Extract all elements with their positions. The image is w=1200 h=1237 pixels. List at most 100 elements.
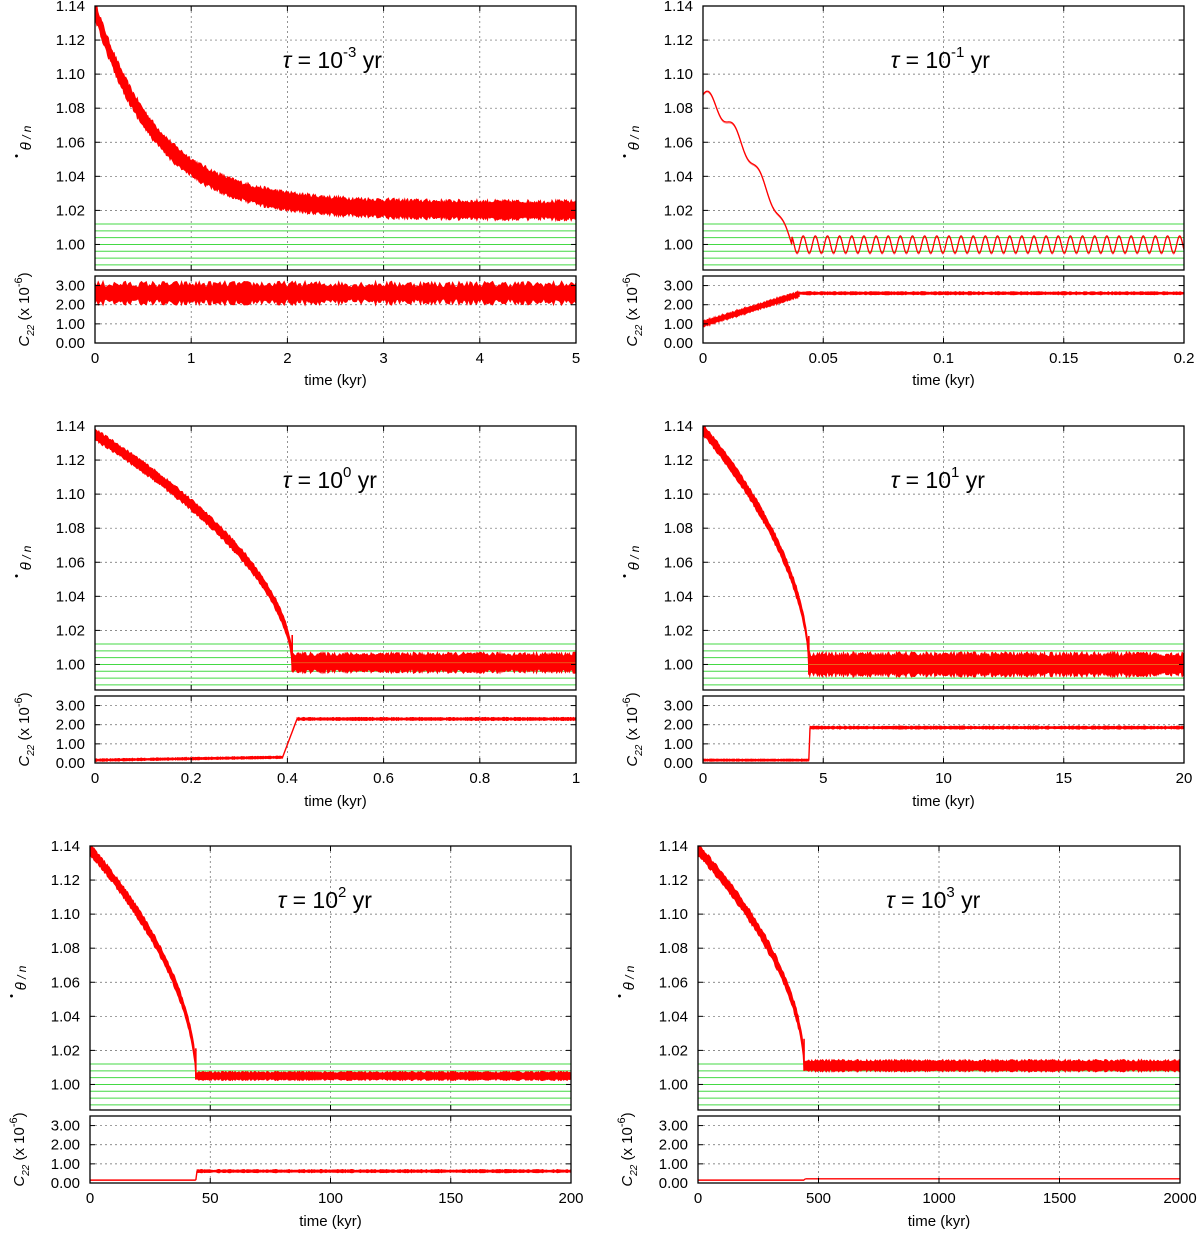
top-y-tick-label: 1.10 bbox=[664, 486, 693, 503]
theta-dot-mark: • bbox=[619, 154, 631, 158]
x-tick-label: 10 bbox=[935, 770, 952, 787]
top-y-tick-label: 1.00 bbox=[56, 656, 85, 673]
c22-band bbox=[809, 725, 1184, 730]
c22-line bbox=[803, 1178, 806, 1181]
bottom-y-tick-label: 2.00 bbox=[51, 1137, 80, 1154]
bottom-y-axis-title: C22 (x 10-6) bbox=[621, 272, 645, 346]
top-y-tick-label: 1.08 bbox=[664, 520, 693, 537]
top-y-tick-label: 1.02 bbox=[659, 1042, 688, 1059]
top-y-tick-label: 1.06 bbox=[664, 134, 693, 151]
tau-annotation: τ = 102 yr bbox=[278, 884, 373, 913]
x-tick-label: 0 bbox=[91, 350, 99, 367]
x-tick-label: 1 bbox=[187, 350, 195, 367]
spin-rate-band bbox=[95, 427, 576, 675]
green-reference-lines bbox=[90, 1063, 571, 1106]
x-tick-label: 50 bbox=[202, 1190, 219, 1207]
x-tick-label: 0.6 bbox=[373, 770, 394, 787]
bottom-y-tick-label: 2.00 bbox=[659, 1137, 688, 1154]
top-y-tick-label: 1.14 bbox=[659, 838, 688, 855]
green-reference-lines bbox=[95, 223, 576, 266]
top-y-tick-label: 1.00 bbox=[664, 236, 693, 253]
top-y-tick-label: 1.08 bbox=[56, 100, 85, 117]
top-y-tick-label: 1.04 bbox=[659, 1008, 688, 1025]
top-y-tick-label: 1.04 bbox=[51, 1008, 80, 1025]
bottom-y-tick-label: 3.00 bbox=[659, 1118, 688, 1135]
bottom-y-axis-title: C22 (x 10-6) bbox=[13, 272, 37, 346]
x-tick-label: 0 bbox=[86, 1190, 94, 1207]
x-axis-title: time (kyr) bbox=[912, 372, 975, 389]
x-axis-title: time (kyr) bbox=[912, 793, 975, 810]
x-axis-title: time (kyr) bbox=[299, 1213, 362, 1230]
c22-series bbox=[698, 1178, 1180, 1181]
top-plot-frame bbox=[94, 5, 577, 271]
x-tick-label: 0.2 bbox=[181, 770, 202, 787]
x-tick-label: 0.1 bbox=[933, 350, 954, 367]
bottom-y-tick-label: 2.00 bbox=[56, 717, 85, 734]
spin-rate-series bbox=[698, 846, 1180, 1073]
chart-panel-3: 0 0.2 0.4 0.6 0.8 1 1.00 1.02 1.04 1.06 1.08 1.10 1.… bbox=[11, 418, 580, 810]
spin-rate-series bbox=[90, 846, 571, 1082]
x-tick-label: 20 bbox=[1176, 770, 1193, 787]
c22-band bbox=[798, 291, 1184, 296]
top-y-tick-label: 1.02 bbox=[664, 202, 693, 219]
x-axis-title: time (kyr) bbox=[304, 793, 367, 810]
tau-annotation: τ = 10-1 yr bbox=[891, 44, 991, 73]
green-reference-lines bbox=[703, 223, 1184, 266]
bottom-y-axis-title: C22 (x 10-6) bbox=[13, 692, 37, 766]
c22-band bbox=[703, 289, 800, 328]
bottom-y-tick-label: 1.00 bbox=[56, 736, 85, 753]
theta-dot-mark: • bbox=[11, 154, 23, 158]
bottom-y-tick-label: 3.00 bbox=[664, 698, 693, 715]
bottom-y-tick-label: 1.00 bbox=[51, 1156, 80, 1173]
x-axis-title: time (kyr) bbox=[908, 1213, 971, 1230]
top-y-tick-label: 1.02 bbox=[56, 202, 85, 219]
x-tick-label: 4 bbox=[476, 350, 484, 367]
top-y-axis-title: θ / n bbox=[13, 965, 30, 990]
x-tick-label: 15 bbox=[1055, 770, 1072, 787]
bottom-plot-frame bbox=[94, 695, 577, 764]
c22-series bbox=[90, 1168, 571, 1181]
c22-series bbox=[95, 279, 576, 307]
c22-band bbox=[95, 279, 576, 307]
bottom-plot-frame bbox=[94, 275, 577, 344]
x-tick-label: 3 bbox=[379, 350, 387, 367]
tau-annotation: τ = 10-3 yr bbox=[283, 44, 383, 73]
top-y-axis-title: θ / n bbox=[626, 545, 643, 570]
theta-dot-mark: • bbox=[11, 574, 23, 578]
x-tick-label: 0.4 bbox=[277, 770, 298, 787]
chart-panel-5: 0 50 100 150 200 1.00 1.02 1.04 1.06 1.08 1.10 1.12… bbox=[6, 838, 584, 1230]
spin-rate-band bbox=[95, 6, 576, 223]
bottom-y-tick-label: 0.00 bbox=[56, 755, 85, 772]
x-tick-label: 0.05 bbox=[809, 350, 838, 367]
x-tick-label: 5 bbox=[819, 770, 827, 787]
bottom-y-tick-label: 3.00 bbox=[51, 1118, 80, 1135]
top-y-tick-label: 1.08 bbox=[51, 940, 80, 957]
spin-rate-series bbox=[95, 6, 576, 223]
top-y-tick-label: 1.04 bbox=[56, 588, 85, 605]
top-y-tick-label: 1.02 bbox=[664, 622, 693, 639]
top-y-tick-label: 1.12 bbox=[51, 872, 80, 889]
top-y-tick-label: 1.06 bbox=[659, 974, 688, 991]
bottom-y-tick-label: 2.00 bbox=[56, 297, 85, 314]
bottom-y-tick-label: 0.00 bbox=[51, 1175, 80, 1192]
spin-rate-series bbox=[703, 426, 1184, 679]
x-tick-label: 500 bbox=[806, 1190, 831, 1207]
top-y-tick-label: 1.14 bbox=[56, 0, 85, 15]
tau-annotation: τ = 103 yr bbox=[886, 884, 981, 913]
x-tick-label: 100 bbox=[318, 1190, 343, 1207]
top-y-axis-title: θ / n bbox=[621, 965, 638, 990]
bottom-y-tick-label: 1.00 bbox=[659, 1156, 688, 1173]
c22-band bbox=[703, 758, 810, 763]
x-tick-label: 0 bbox=[699, 350, 707, 367]
bottom-y-axis-title: C22 (x 10-6) bbox=[8, 1112, 32, 1186]
top-y-tick-label: 1.12 bbox=[659, 872, 688, 889]
spin-rate-band bbox=[698, 846, 1180, 1073]
bottom-y-tick-label: 2.00 bbox=[664, 297, 693, 314]
bottom-y-tick-label: 1.00 bbox=[664, 736, 693, 753]
bottom-y-tick-label: 0.00 bbox=[56, 335, 85, 352]
bottom-y-axis-title: C22 (x 10-6) bbox=[616, 1112, 640, 1186]
top-y-tick-label: 1.12 bbox=[664, 32, 693, 49]
top-y-tick-label: 1.08 bbox=[664, 100, 693, 117]
chart-panel-4: 0 5 10 15 20 1.00 1.02 1.04 1.06 1.08 1.10 1.12 1.14… bbox=[619, 418, 1192, 810]
x-tick-label: 1000 bbox=[922, 1190, 955, 1207]
